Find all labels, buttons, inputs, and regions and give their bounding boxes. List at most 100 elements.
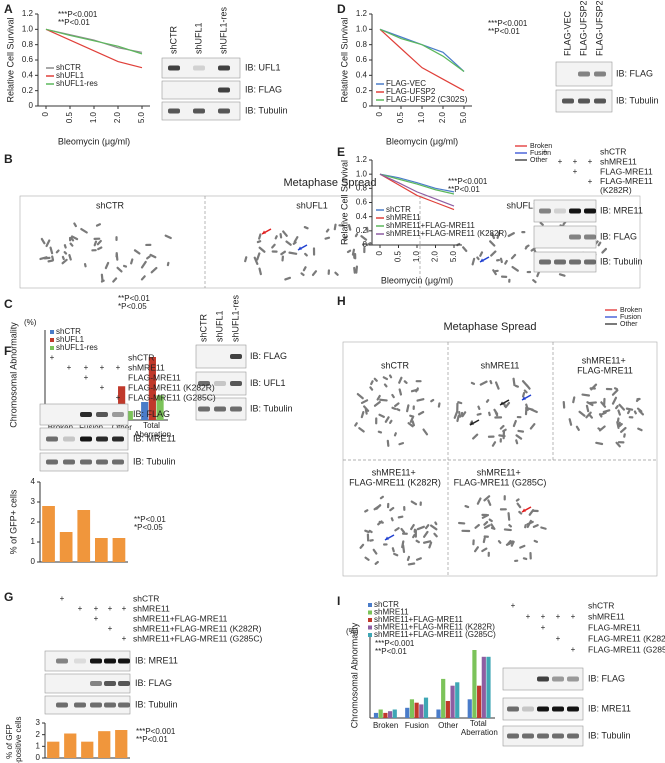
annotation: ***P<0.001 bbox=[136, 727, 176, 736]
y-tick-label: 0.2 bbox=[356, 226, 368, 235]
blot-row-label: IB: UFL1 bbox=[250, 378, 286, 388]
chromosome bbox=[457, 401, 463, 405]
chromosome bbox=[619, 426, 627, 433]
chromosome bbox=[397, 515, 404, 519]
chromosome bbox=[416, 525, 425, 531]
bar bbox=[450, 685, 455, 718]
chromosome bbox=[419, 501, 422, 506]
blot-band bbox=[80, 412, 92, 417]
blot-band bbox=[118, 658, 130, 664]
blot-panel bbox=[44, 673, 131, 694]
y-tick-label: 0 bbox=[31, 557, 36, 566]
chromosome bbox=[558, 273, 566, 277]
legend-label: shMRE11 bbox=[386, 213, 421, 222]
condition-label: FLAG-MRE11 (K282R) bbox=[588, 633, 665, 643]
chromosome bbox=[95, 223, 102, 227]
chromosome bbox=[293, 236, 299, 243]
bar bbox=[445, 701, 450, 718]
chromosome bbox=[410, 388, 419, 393]
chromosome bbox=[377, 430, 383, 434]
chromosome bbox=[389, 506, 395, 512]
chromosome bbox=[526, 270, 532, 274]
y-tick-label: 0.6 bbox=[22, 55, 34, 64]
chromosome bbox=[471, 257, 476, 266]
chromosome bbox=[540, 526, 547, 530]
chromosome bbox=[312, 247, 316, 256]
annotation: ***P<0.001 bbox=[488, 19, 528, 28]
chromosome bbox=[360, 235, 368, 241]
bar bbox=[472, 650, 477, 718]
chromosome bbox=[515, 434, 523, 440]
chromosome bbox=[93, 240, 98, 247]
chromosome bbox=[379, 398, 388, 402]
chromosome bbox=[63, 251, 68, 255]
chromosome bbox=[415, 557, 422, 561]
blot-band bbox=[554, 208, 566, 214]
chromosome bbox=[403, 506, 406, 511]
chromosome bbox=[603, 397, 606, 406]
legend-label: shMRE11+FLAG-MRE11 (K282R) bbox=[386, 229, 507, 238]
blot-band bbox=[522, 733, 534, 739]
bar bbox=[77, 510, 91, 562]
chromosome bbox=[482, 537, 486, 544]
blot-band bbox=[96, 436, 108, 442]
chromosome bbox=[366, 242, 372, 247]
bar bbox=[47, 741, 60, 758]
chromosome bbox=[487, 499, 492, 506]
blot-band bbox=[554, 259, 566, 265]
chromosome bbox=[602, 409, 611, 414]
chromosome bbox=[458, 521, 466, 525]
bar bbox=[436, 709, 441, 718]
cell-label: shMRE11+ FLAG-MRE11 bbox=[577, 356, 633, 376]
chromosome bbox=[568, 418, 573, 426]
chromosome bbox=[311, 270, 318, 277]
blot-row-label: IB: Tubulin bbox=[588, 730, 631, 740]
chromosome bbox=[115, 236, 118, 241]
chromosome bbox=[532, 524, 539, 528]
chromosome bbox=[611, 389, 619, 396]
chromosome bbox=[258, 233, 262, 240]
chromosome bbox=[356, 392, 364, 400]
blot-band bbox=[537, 733, 549, 739]
blot-band bbox=[90, 658, 102, 664]
bar bbox=[467, 699, 472, 718]
chromosome bbox=[325, 228, 330, 233]
chromosome bbox=[613, 387, 618, 391]
blot-band bbox=[90, 702, 102, 708]
chromosome bbox=[474, 523, 480, 529]
blot-row-label: IB: Tubulin bbox=[616, 95, 659, 105]
chromosome bbox=[407, 562, 416, 566]
panel-label: F bbox=[4, 344, 11, 358]
chromosome bbox=[280, 250, 287, 256]
x-tick-label: Broken bbox=[48, 423, 73, 432]
x-tick-label: 2.0 bbox=[431, 250, 440, 262]
y-axis-unit: (%) bbox=[24, 318, 37, 327]
chromosome bbox=[39, 256, 48, 261]
annotation: **P<0.01 bbox=[58, 18, 90, 27]
chromosome bbox=[93, 237, 101, 240]
chromosome bbox=[365, 226, 369, 233]
chromosome bbox=[598, 413, 603, 418]
bar bbox=[59, 532, 73, 562]
panel-title: Metaphase Spread bbox=[444, 321, 537, 333]
y-tick-label: 2 bbox=[31, 517, 36, 526]
blot-band bbox=[569, 208, 581, 214]
x-tick-label: 0.5 bbox=[394, 250, 403, 262]
condition-mark: + bbox=[511, 601, 516, 610]
legend-swatch bbox=[368, 625, 372, 630]
y-tick-label: 0.8 bbox=[22, 40, 34, 49]
chromosome bbox=[69, 242, 74, 247]
blot-row-label: IB: MRE11 bbox=[133, 433, 176, 443]
panel-label: E bbox=[337, 145, 345, 159]
condition-mark: + bbox=[100, 383, 105, 392]
chromosome bbox=[483, 524, 491, 529]
chromosome bbox=[368, 529, 373, 534]
blot-band bbox=[198, 381, 210, 386]
blot-panel bbox=[161, 80, 241, 100]
chromosome bbox=[434, 521, 438, 526]
chromosome bbox=[499, 508, 507, 511]
x-axis-title: Bleomycin (μg/ml) bbox=[386, 136, 458, 146]
legend-label: shCTR bbox=[56, 327, 81, 336]
annotation: *P<0.05 bbox=[118, 302, 147, 311]
legend-swatch bbox=[50, 330, 54, 334]
